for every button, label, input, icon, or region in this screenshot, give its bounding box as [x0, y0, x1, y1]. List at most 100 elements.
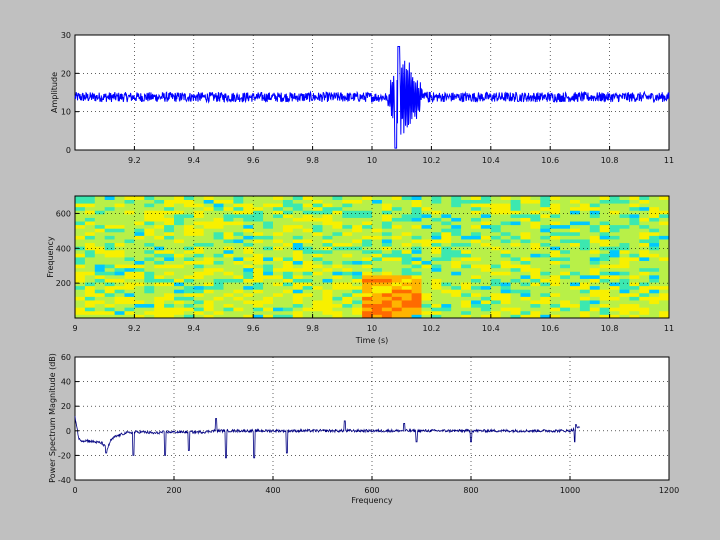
spectrogram-cell — [233, 221, 244, 226]
spectrogram-cell — [589, 257, 601, 261]
spectrogram-cell — [154, 296, 165, 301]
spectrogram-cell — [104, 246, 115, 251]
spectrogram-cell — [649, 285, 660, 290]
spectrogram-cell — [560, 242, 571, 247]
spectrogram-cell — [352, 296, 363, 301]
spectrogram-cell — [273, 278, 284, 283]
spectrogram-cell — [332, 260, 343, 265]
spectrogram-cell — [451, 271, 462, 276]
spectrogram-cell — [530, 210, 541, 215]
spectrogram-cell — [659, 206, 670, 211]
spectrogram-cell — [441, 257, 452, 261]
spectrogram-cell — [312, 300, 323, 305]
spectrogram-cell — [570, 296, 581, 301]
spectrogram-cell — [391, 307, 403, 312]
spectrogram-cell — [144, 296, 155, 301]
spectrogram-cell — [193, 203, 205, 208]
spectrogram-cell — [570, 253, 581, 258]
spectrogram-cell — [213, 274, 224, 279]
spectrogram-cell — [154, 278, 165, 283]
spectrogram-cell — [332, 217, 343, 222]
spectrogram-cell — [372, 285, 383, 290]
spectrogram-cell — [75, 228, 86, 233]
spectrogram-cell — [273, 239, 284, 244]
x-tick-label: 10.6 — [541, 324, 559, 333]
spectrogram-cell — [183, 296, 195, 301]
spectrogram-cell — [233, 260, 244, 265]
spectrogram-cell — [183, 303, 195, 308]
spectrogram-cell — [649, 307, 660, 312]
spectrogram-cell — [451, 264, 462, 269]
spectrogram-cell — [144, 310, 155, 315]
spectrogram-cell — [223, 271, 234, 276]
spectrogram-cell — [114, 231, 125, 236]
spectrogram-cell — [659, 203, 670, 208]
spectrogram-cell — [659, 231, 670, 236]
spectrogram-cell — [530, 289, 541, 294]
spectrogram-cell — [362, 278, 373, 283]
spectrogram-cell — [75, 278, 86, 283]
spectrogram-cell — [579, 235, 591, 240]
spectrogram-cell — [233, 271, 244, 276]
spectrogram-cell — [114, 213, 125, 218]
spectrogram-cell — [560, 213, 571, 218]
spectrogram-cell — [530, 228, 541, 233]
spectrogram-cell — [451, 303, 462, 308]
spectrogram-cell — [401, 292, 412, 297]
spectrogram-cell — [461, 246, 472, 251]
spectrogram-cell — [431, 196, 442, 200]
spectrogram-cell — [579, 289, 591, 294]
spectrogram-cell — [441, 267, 452, 272]
spectrogram-cell — [649, 221, 660, 226]
spectrogram-cell — [273, 303, 284, 308]
spectrogram-cell — [124, 249, 135, 254]
spectrogram-cell — [570, 221, 581, 226]
spectrogram-cell — [540, 314, 551, 319]
spectrogram-cell — [441, 213, 452, 218]
spectrogram-cell — [570, 271, 581, 276]
spectrogram-cell — [441, 307, 452, 312]
spectrogram-cell — [609, 210, 620, 215]
spectrogram-cell — [243, 196, 254, 200]
spectrogram-cell — [401, 231, 412, 236]
spectrogram-cell — [124, 242, 135, 247]
spectrogram-cell — [589, 267, 601, 272]
spectrogram-cell — [579, 267, 591, 272]
spectrogram-cell — [451, 217, 462, 222]
spectrogram-cell — [401, 213, 412, 218]
spectrogram-cell — [411, 271, 422, 276]
spectrogram-cell — [174, 249, 185, 254]
spectrogram-cell — [213, 210, 224, 215]
spectrogram-cell — [550, 221, 561, 226]
spectrogram-cell — [75, 307, 86, 312]
spectrogram-cell — [273, 267, 284, 272]
spectrogram-cell — [381, 203, 393, 208]
spectrogram-cell — [471, 210, 482, 215]
spectrogram-cell — [540, 292, 551, 297]
spectrogram-cell — [431, 260, 442, 265]
spectrogram-cell — [223, 206, 234, 211]
spectrogram-cell — [639, 278, 650, 283]
spectrogram-cell — [144, 228, 155, 233]
spectrogram-cell — [292, 203, 304, 208]
spectrogram-cell — [411, 253, 422, 258]
spectrogram-cell — [154, 285, 165, 290]
spectrogram-cell — [154, 242, 165, 247]
spectrogram-cell — [520, 257, 531, 261]
spectrogram-cell — [490, 210, 502, 215]
spectrogram-cell — [431, 199, 442, 204]
spectrogram-cell — [342, 203, 353, 208]
spectrogram-cell — [401, 203, 412, 208]
spectrogram-cell — [421, 196, 432, 200]
spectrogram-cell — [520, 242, 531, 247]
spectrogram-cell — [619, 260, 630, 265]
spectrogram-cell — [550, 206, 561, 211]
spectrogram-cell — [273, 228, 284, 233]
spectrogram-cell — [411, 199, 422, 204]
spectrogram-cell — [619, 199, 630, 204]
spectrogram-cell — [579, 203, 591, 208]
spectrogram-cell — [471, 296, 482, 301]
spectrogram-cell — [659, 249, 670, 254]
spectrogram-cell — [530, 257, 541, 261]
spectrogram-cell — [75, 296, 86, 301]
